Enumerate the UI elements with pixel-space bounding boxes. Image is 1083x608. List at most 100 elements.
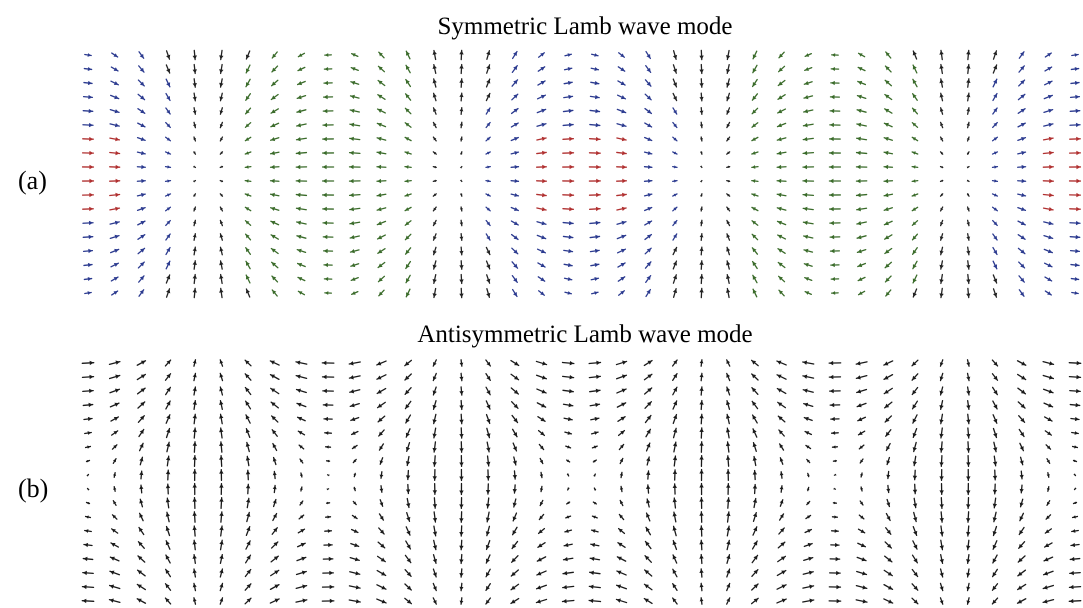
vector-arrow [192,555,196,564]
vector-arrow [511,137,518,141]
vector-arrow [645,388,652,394]
vector-arrow [322,361,334,365]
vector-arrow [1071,417,1079,421]
vector-arrow [433,193,436,196]
vector-arrow [406,484,410,493]
vector-arrow [565,67,572,71]
vector-arrow [271,235,278,239]
vector-arrow [111,81,118,85]
vector-arrow [193,50,197,59]
vector-arrow [726,526,730,536]
vector-arrow [993,108,997,114]
vector-arrow [1044,557,1053,561]
vector-arrow [112,445,116,449]
vector-arrow [245,360,251,366]
vector-arrow [166,65,170,73]
vector-arrow [83,221,93,225]
vector-arrow [537,207,546,211]
vector-arrow [645,541,650,548]
vector-arrow [1019,66,1024,72]
vector-arrow [327,502,330,505]
vector-arrow [219,261,223,269]
vector-arrow [219,428,223,438]
vector-arrow [378,66,384,71]
vector-arrow [323,179,334,183]
vector-arrow [673,180,677,183]
vector-arrow [726,387,730,395]
vector-arrow [323,193,334,197]
vector-arrow [619,529,625,534]
vector-arrow [405,179,411,183]
vector-arrow [511,388,518,394]
vector-arrow [220,207,223,211]
vector-arrow [271,123,279,127]
vector-arrow [193,401,197,410]
vector-arrow [753,443,757,452]
vector-arrow [539,514,543,519]
vector-arrow [591,67,598,71]
vector-arrow [700,181,702,183]
vector-arrow [271,221,279,225]
vector-arrow [673,428,677,437]
vector-arrow [939,401,943,410]
vector-arrow [805,431,811,435]
vector-arrow [110,585,120,589]
vector-arrow [166,512,170,521]
vector-arrow [192,540,196,549]
vector-arrow [166,165,171,168]
panel-a-title: Symmetric Lamb wave mode [0,12,1083,42]
vector-arrow [511,151,518,155]
vector-arrow [858,277,865,281]
vector-arrow [349,599,360,603]
vector-arrow [803,375,814,379]
vector-arrow [1045,277,1052,281]
vector-arrow [352,53,358,57]
vector-arrow [856,361,867,365]
vector-arrow [83,571,93,575]
vector-arrow [537,571,546,575]
vector-arrow [377,375,386,380]
vector-arrow [1071,543,1079,547]
vector-arrow [1069,585,1080,589]
vector-arrow [512,80,517,86]
vector-arrow [804,557,813,561]
vector-arrow [540,458,543,463]
vector-arrow [1020,499,1024,507]
vector-arrow [563,151,574,155]
vector-arrow [673,65,677,73]
vector-arrow [271,249,278,254]
vector-arrow [138,207,146,211]
vector-arrow [940,220,943,225]
vector-arrow [858,417,866,421]
vector-arrow [752,123,758,127]
vector-arrow [856,585,866,589]
vector-arrow [752,221,758,225]
vector-arrow [804,81,812,85]
vector-arrow [433,387,437,395]
vector-arrow [245,388,250,395]
vector-arrow [563,221,573,225]
vector-arrow [700,220,703,225]
vector-arrow [83,179,94,183]
vector-arrow [1045,291,1051,295]
vector-arrow [486,93,490,100]
vector-arrow [138,556,145,562]
vector-arrow [832,431,839,435]
vector-arrow [726,289,730,298]
vector-arrow [486,569,490,577]
vector-arrow [193,583,197,590]
vector-arrow [829,165,840,169]
vector-arrow [378,542,385,548]
vector-arrow [298,81,306,85]
vector-arrow [486,289,490,298]
vector-arrow [433,166,436,169]
vector-arrow [459,569,463,577]
vector-arrow [780,444,784,450]
vector-arrow [82,361,93,365]
vector-arrow [993,415,997,424]
vector-arrow [618,249,626,253]
vector-arrow [193,360,197,366]
vector-arrow [511,207,518,211]
vector-arrow [912,360,918,366]
vector-arrow [1070,123,1080,127]
